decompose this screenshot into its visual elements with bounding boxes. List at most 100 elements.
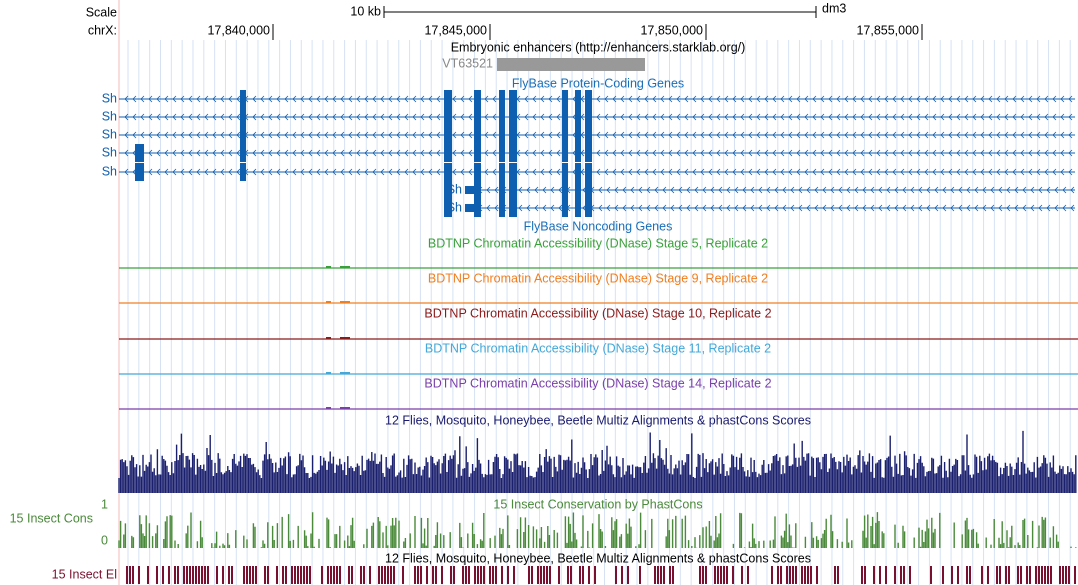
strand-arrows [124, 95, 1073, 103]
track-title: BDTNP Chromatin Accessibility (DNase) St… [428, 271, 768, 285]
exon [499, 126, 505, 144]
exon [135, 163, 144, 181]
exon [444, 108, 452, 126]
signal-peak [326, 337, 331, 339]
tick-label: 17,855,000 [856, 23, 919, 37]
exon [240, 90, 246, 108]
signal-peak [340, 407, 350, 409]
gene-label: Sh [102, 109, 117, 123]
enhancer [497, 58, 645, 71]
signal-peak [340, 301, 350, 303]
exon [465, 186, 475, 194]
exon [474, 163, 481, 181]
exon [585, 181, 592, 199]
track-label: 15 Insect El [52, 567, 117, 581]
signal-peak [326, 266, 331, 268]
exon [585, 144, 592, 162]
exon [575, 144, 581, 162]
strand-arrows [124, 149, 1073, 157]
exon [585, 90, 592, 108]
exon [575, 126, 581, 144]
track-title: FlyBase Protein-Coding Genes [512, 76, 684, 90]
exon [509, 181, 517, 199]
exon [240, 108, 246, 126]
track-title: 15 Insect Conservation by PhastCons [493, 497, 702, 511]
exon [575, 90, 581, 108]
exon [444, 126, 452, 144]
strand-arrows [124, 113, 1073, 121]
exon [575, 163, 581, 181]
assembly: dm3 [822, 1, 846, 15]
gene-label: Sh [102, 164, 117, 178]
signal-peak [326, 407, 331, 409]
tick-label: 17,850,000 [640, 23, 703, 37]
exon [585, 126, 592, 144]
exon [444, 181, 452, 199]
exon [465, 204, 475, 212]
exon [444, 90, 452, 108]
track-title: BDTNP Chromatin Accessibility (DNase) St… [424, 306, 771, 320]
exon [474, 144, 481, 162]
exon [499, 108, 505, 126]
track-title: BDTNP Chromatin Accessibility (DNase) St… [425, 341, 771, 355]
exon [562, 90, 568, 108]
exon [509, 163, 517, 181]
exon [585, 108, 592, 126]
track-title: Embryonic enhancers (http://enhancers.st… [451, 40, 746, 54]
exon [499, 199, 505, 217]
exon [135, 144, 144, 162]
exon [509, 90, 517, 108]
chrom-label: chrX: [88, 23, 117, 37]
exon [240, 163, 246, 181]
signal-peak [326, 301, 331, 303]
exon [509, 126, 517, 144]
exon [562, 144, 568, 162]
gene-label: Sh [102, 145, 117, 159]
exon [509, 199, 517, 217]
strand-arrows [124, 131, 1073, 139]
axis-label: 1 [101, 497, 108, 511]
exon [474, 126, 481, 144]
track-title: FlyBase Noncoding Genes [524, 219, 673, 233]
axis-label: 0 [101, 533, 108, 547]
exon [585, 199, 592, 217]
track-title: 12 Flies, Mosquito, Honeybee, Beetle Mul… [385, 551, 811, 565]
exon [562, 181, 568, 199]
phastcons-signal [118, 512, 1077, 548]
scale-label: Scale [86, 5, 117, 19]
track-title: BDTNP Chromatin Accessibility (DNase) St… [428, 236, 768, 250]
enhancer-label: VT63521 [442, 56, 493, 70]
signal-peak [340, 337, 350, 339]
exon [509, 144, 517, 162]
exon [499, 181, 505, 199]
exon [575, 199, 581, 217]
track-title: BDTNP Chromatin Accessibility (DNase) St… [424, 376, 771, 390]
exon [575, 181, 581, 199]
tick-label: 17,845,000 [424, 23, 487, 37]
exon [240, 144, 246, 162]
scale-bar [383, 6, 817, 18]
exon [562, 126, 568, 144]
exon [474, 90, 481, 108]
exon [499, 90, 505, 108]
track-title: 12 Flies, Mosquito, Honeybee, Beetle Mul… [385, 413, 811, 427]
exon [509, 108, 517, 126]
gene-label: Sh [102, 127, 117, 141]
exon [444, 144, 452, 162]
exon [499, 144, 505, 162]
exon [474, 181, 481, 199]
signal-peak [340, 372, 350, 374]
exon [562, 163, 568, 181]
exon [575, 108, 581, 126]
exon [474, 108, 481, 126]
exon [499, 163, 505, 181]
signal-peak [326, 372, 331, 374]
exon [240, 126, 246, 144]
tick-marks [272, 24, 923, 40]
scale-bar-label: 10 kb [350, 4, 381, 18]
exon [562, 108, 568, 126]
exon [585, 163, 592, 181]
exon [562, 199, 568, 217]
